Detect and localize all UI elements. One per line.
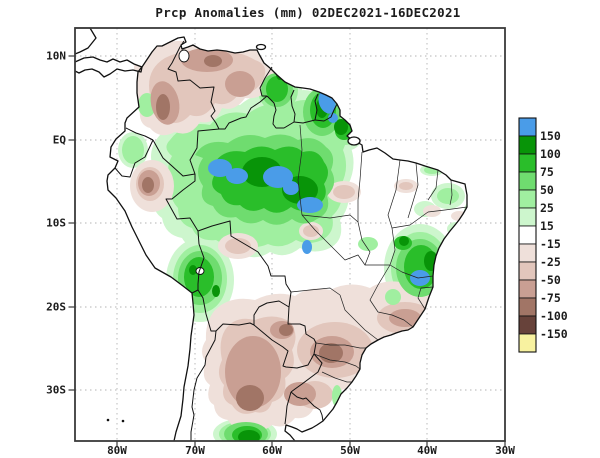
lakes [178,49,205,275]
legend-cell [518,333,537,353]
lon-label-60w: 60W [262,444,282,457]
legend-cell [518,225,537,245]
y-axis-labels: 10N EQ 10S 20S 30S [46,50,66,397]
island-marajo [347,136,361,146]
legend-label: -50 [540,273,561,287]
lon-label-40w: 40W [417,444,437,457]
legend-label: 50 [540,183,554,197]
anomaly-green-patches [122,93,401,407]
lat-label-20s: 20S [46,301,66,314]
lat-label-10n: 10N [46,50,66,63]
anomaly-brown [142,55,343,411]
legend-label: 25 [540,201,554,215]
lat-label-eq: EQ [53,134,67,147]
lake-titicaca [195,267,205,275]
lon-label-30w: 30W [495,444,515,457]
legend-cell [518,135,537,155]
legend-label: -25 [540,255,561,269]
legend-cell [518,189,537,209]
legend-label: 75 [540,165,554,179]
small-islands [106,418,125,423]
island-trinidad [255,43,267,51]
legend-cell [518,279,537,299]
legend-cell [518,153,537,173]
x-axis-labels: 80W 70W 60W 50W 40W 30W [107,444,515,457]
lake-maracaibo [178,49,190,63]
lon-label-50w: 50W [340,444,360,457]
legend-label: 15 [540,219,554,233]
legend-label: 100 [540,147,561,161]
legend-cell [518,315,537,335]
lat-label-10s: 10S [46,217,66,230]
legend-cell [518,117,537,137]
legend-label: -100 [540,309,568,323]
legend-label: 150 [540,129,561,143]
axis-ticks [68,55,506,447]
lon-label-70w: 70W [185,444,205,457]
legend-label: -150 [540,327,568,341]
legend-cell [518,297,537,317]
chart-title: Prcp Anomalies (mm) 02DEC2021-16DEC2021 [155,5,460,20]
country-borders [114,40,338,441]
legend-cell [518,207,537,227]
legend-cell [518,243,537,263]
legend-colorbar: 150 100 75 50 25 15 -15 -25 -50 -75 -100… [518,117,568,353]
legend-label: -15 [540,237,561,251]
state-borders [290,124,468,383]
legend-label: -75 [540,291,561,305]
legend-cell [518,171,537,191]
legend-labels: 150 100 75 50 25 15 -15 -25 -50 -75 -100… [540,129,568,341]
lat-label-30s: 30S [46,384,66,397]
legend-cell [518,261,537,281]
map-frame [74,27,506,442]
lon-label-80w: 80W [107,444,127,457]
